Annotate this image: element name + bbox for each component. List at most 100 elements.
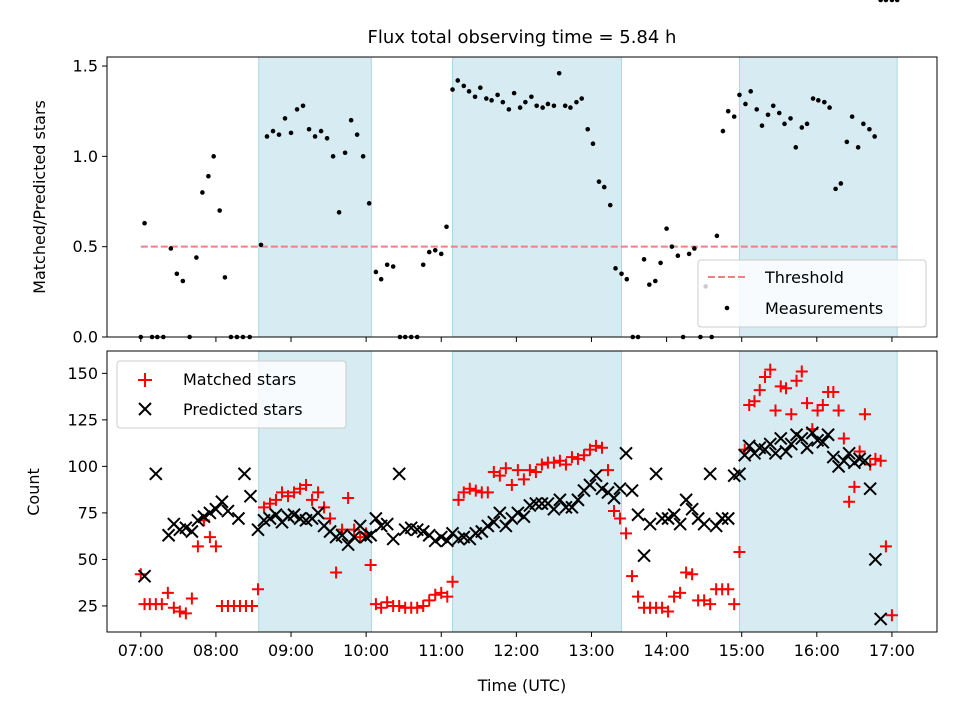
predicted-star-point: [191, 513, 205, 528]
measurement-point: [444, 224, 449, 230]
measurement-point: [833, 186, 838, 192]
matched-star-point: [753, 384, 766, 397]
matched-star-point: [364, 559, 377, 572]
x-tick-label: 07:00: [118, 641, 164, 660]
matched-star-point: [879, 540, 892, 553]
bottom-y-tick-label: 100: [67, 457, 98, 476]
measurement-point: [658, 260, 663, 266]
matched-star-point: [429, 588, 442, 601]
measurement-point: [384, 262, 390, 268]
measurement-point: [720, 128, 726, 134]
matched-star-point: [565, 451, 578, 464]
predicted-star-point: [481, 519, 495, 533]
measurement-point: [300, 103, 306, 109]
matched-legend-swatch: [138, 373, 152, 387]
measurement-point: [348, 117, 354, 123]
matched-star-point: [411, 601, 424, 614]
matched-star-point: [704, 598, 717, 611]
predicted-star-point: [185, 524, 199, 539]
measurement-point: [276, 132, 282, 137]
predicted-star-point: [511, 506, 525, 520]
predicted-star-point: [821, 428, 835, 442]
measurement-point: [390, 264, 396, 269]
measurement-point: [878, 0, 883, 3]
matched-star-point: [885, 609, 898, 622]
matched-star-point: [457, 486, 470, 499]
measurement-point: [641, 257, 647, 262]
predicted-star-point: [863, 482, 877, 496]
top-y-tick-label: 1.5: [73, 57, 98, 76]
measurement-point: [222, 275, 228, 280]
matched-star-point: [417, 599, 430, 612]
predicted-star-point: [679, 493, 693, 507]
matched-star-point: [209, 540, 222, 553]
measurement-point: [211, 154, 216, 159]
top-panel-frame: [106, 56, 938, 338]
measurement-point: [378, 276, 384, 282]
measurement-point: [551, 103, 557, 109]
predicted-star-point: [637, 548, 651, 563]
measurement-point: [206, 173, 211, 179]
matched-star-point: [348, 523, 361, 536]
matched-star-point: [134, 568, 147, 581]
matched-star-point: [288, 486, 301, 499]
predicted-star-point: [231, 511, 246, 526]
matched-star-point: [185, 592, 198, 605]
matched-star-point: [282, 490, 295, 503]
predicted-star-point: [529, 496, 543, 511]
predicted-star-point: [649, 467, 663, 481]
matched-star-point: [602, 464, 615, 477]
matched-star-point: [446, 575, 459, 588]
measurement-point: [725, 108, 731, 114]
predicted-star-point: [873, 612, 888, 626]
measurement-point: [324, 135, 330, 141]
matched-star-point: [535, 458, 548, 471]
predicted-star-point: [535, 496, 549, 511]
measurement-point: [545, 101, 551, 107]
threshold-legend-label: Threshold: [764, 268, 844, 287]
predicted-star-point: [553, 493, 567, 507]
measurement-point: [686, 251, 692, 257]
predicted-star-point: [571, 493, 585, 507]
predicted-star-point: [625, 483, 639, 498]
predicted-star-point: [721, 511, 735, 526]
matched-star-point: [620, 527, 633, 540]
matched-star-point: [816, 398, 829, 411]
x-tick-label: 10:00: [343, 641, 389, 660]
measurement-point: [788, 116, 793, 121]
measurement-point: [282, 116, 288, 121]
predicted-star-point: [774, 431, 788, 446]
matched-star-point: [553, 454, 566, 467]
measurement-point: [288, 130, 294, 136]
matched-star-point: [858, 408, 871, 421]
predicted-legend-swatch: [138, 402, 152, 416]
matched-star-point: [487, 465, 500, 478]
matched-star-point: [733, 545, 746, 558]
matched-star-point: [312, 486, 325, 499]
matched-star-point: [263, 497, 276, 510]
measurement-point: [894, 0, 900, 3]
measurement-point: [692, 246, 697, 251]
matched-star-point: [511, 464, 524, 477]
matched-star-point: [529, 465, 542, 478]
top-panel-y-axis-label: Matched/Predicted stars: [30, 100, 49, 294]
x-tick-label: 12:00: [493, 641, 539, 660]
measurement-point: [217, 208, 222, 213]
measurement-point: [200, 190, 205, 195]
matched-star-point: [251, 583, 264, 596]
measurement-point: [799, 125, 805, 130]
measurement-point: [867, 126, 872, 132]
matched-star-point: [608, 505, 621, 518]
predicted-star-point: [179, 521, 193, 535]
matched-star-point: [680, 566, 693, 579]
x-tick-label: 17:00: [869, 641, 915, 660]
measurement-point: [438, 251, 444, 257]
measurement-point: [714, 233, 720, 239]
measurement-point: [529, 94, 534, 100]
matched-star-point: [505, 478, 518, 491]
matched-star-point: [698, 594, 711, 607]
predicted-star-point: [221, 504, 235, 518]
measurement-point: [568, 105, 573, 110]
bottom-panel: 25 50 75 100 125 150 07:00 08:00 09:00 10:00 11:0…: [24, 351, 938, 695]
